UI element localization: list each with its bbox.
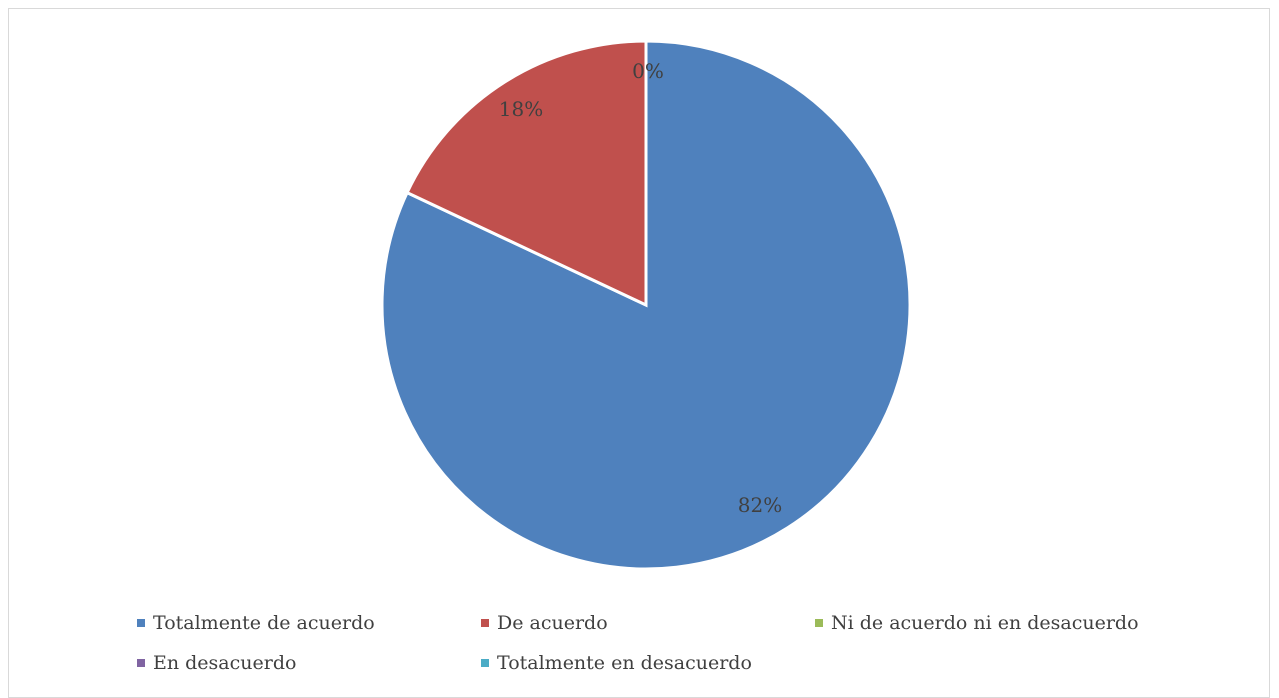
pie-slice-1	[405, 39, 648, 308]
data-label-0: 82%	[738, 493, 782, 517]
legend-item-totalmente-de-acuerdo: Totalmente de acuerdo	[137, 612, 375, 634]
legend-label: De acuerdo	[497, 612, 608, 634]
legend-item-totalmente-en-desacuerdo: Totalmente en desacuerdo	[481, 652, 752, 674]
legend-item-en-desacuerdo: En desacuerdo	[137, 652, 296, 674]
legend-swatch	[815, 619, 823, 627]
legend-label: Ni de acuerdo ni en desacuerdo	[831, 612, 1139, 634]
legend-label: Totalmente de acuerdo	[153, 612, 375, 634]
legend-item-ni-de-acuerdo: Ni de acuerdo ni en desacuerdo	[815, 612, 1139, 634]
legend-swatch	[481, 659, 489, 667]
legend-swatch	[481, 619, 489, 627]
data-label-2: 0%	[632, 59, 664, 83]
legend-swatch	[137, 659, 145, 667]
legend-item-de-acuerdo: De acuerdo	[481, 612, 608, 634]
data-label-1: 18%	[499, 97, 543, 121]
legend-label: En desacuerdo	[153, 652, 297, 674]
legend-swatch	[137, 619, 145, 627]
legend-label: Totalmente en desacuerdo	[497, 652, 752, 674]
